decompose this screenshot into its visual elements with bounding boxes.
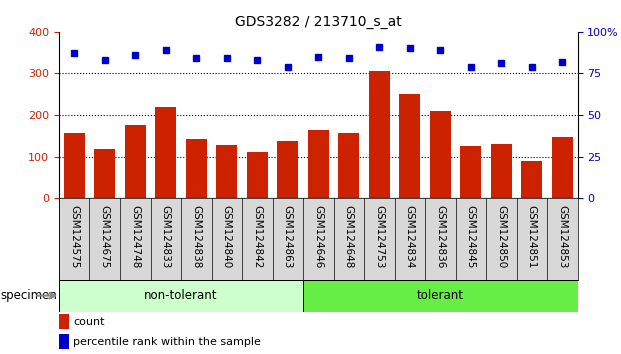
Bar <box>430 111 451 198</box>
Bar <box>521 161 543 198</box>
Bar <box>460 146 481 198</box>
Bar <box>94 149 116 198</box>
Bar <box>186 139 207 198</box>
Bar <box>59 334 70 348</box>
Text: GSM124753: GSM124753 <box>374 205 384 268</box>
Text: GSM124840: GSM124840 <box>222 205 232 268</box>
Bar <box>59 314 70 329</box>
Text: GSM124836: GSM124836 <box>435 205 445 268</box>
Text: GSM124863: GSM124863 <box>283 205 292 268</box>
Text: GSM124834: GSM124834 <box>405 205 415 268</box>
Text: percentile rank within the sample: percentile rank within the sample <box>73 337 261 347</box>
Text: GSM124675: GSM124675 <box>100 205 110 268</box>
Bar <box>277 141 299 198</box>
Text: GSM124851: GSM124851 <box>527 205 537 268</box>
Bar <box>307 130 329 198</box>
Bar <box>399 94 420 198</box>
Text: GSM124850: GSM124850 <box>496 205 506 268</box>
Bar <box>551 137 573 198</box>
Bar <box>63 132 85 198</box>
Bar <box>125 125 146 198</box>
Text: specimen: specimen <box>1 289 58 302</box>
Text: GSM124748: GSM124748 <box>130 205 140 268</box>
Text: GSM124833: GSM124833 <box>161 205 171 268</box>
Bar <box>338 132 360 198</box>
Text: GSM124842: GSM124842 <box>252 205 262 268</box>
Text: non-tolerant: non-tolerant <box>144 289 218 302</box>
Text: count: count <box>73 317 105 327</box>
Bar <box>59 280 303 312</box>
Text: GSM124575: GSM124575 <box>70 205 79 268</box>
Title: GDS3282 / 213710_s_at: GDS3282 / 213710_s_at <box>235 16 402 29</box>
Bar <box>155 107 176 198</box>
Text: tolerant: tolerant <box>417 289 464 302</box>
Bar <box>247 153 268 198</box>
Text: GSM124646: GSM124646 <box>313 205 324 268</box>
Text: GSM124838: GSM124838 <box>191 205 201 268</box>
Text: GSM124648: GSM124648 <box>344 205 354 268</box>
Bar <box>216 145 237 198</box>
Bar <box>491 144 512 198</box>
Text: GSM124845: GSM124845 <box>466 205 476 268</box>
Bar <box>303 280 578 312</box>
Bar <box>369 72 390 198</box>
Text: GSM124853: GSM124853 <box>557 205 567 268</box>
